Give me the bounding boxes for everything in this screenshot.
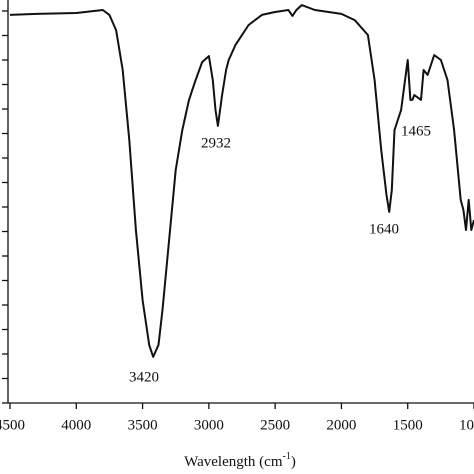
peak-annotation: 1465 [401, 123, 431, 139]
x-tick-label: 1000 [459, 417, 474, 433]
peak-annotation: 3420 [129, 369, 159, 385]
peak-annotation: 2932 [201, 135, 231, 151]
x-axis-label: Wavelength (cm-1) [184, 451, 296, 470]
spectrum-line [9, 4, 474, 358]
x-tick-label: 4000 [61, 417, 91, 433]
x-axis-label-end: ) [291, 454, 296, 470]
x-axis-label-sup: -1 [283, 451, 291, 462]
x-tick-label: 3500 [128, 417, 158, 433]
x-tick-label: 2500 [260, 417, 290, 433]
x-tick-label: 1500 [393, 417, 423, 433]
x-tick-label: 3000 [194, 417, 224, 433]
x-tick-label: 2000 [326, 417, 356, 433]
x-tick-label: 4500 [0, 417, 25, 433]
peak-annotation: 1640 [369, 221, 399, 237]
x-axis-label-main: Wavelength (cm [184, 454, 283, 470]
